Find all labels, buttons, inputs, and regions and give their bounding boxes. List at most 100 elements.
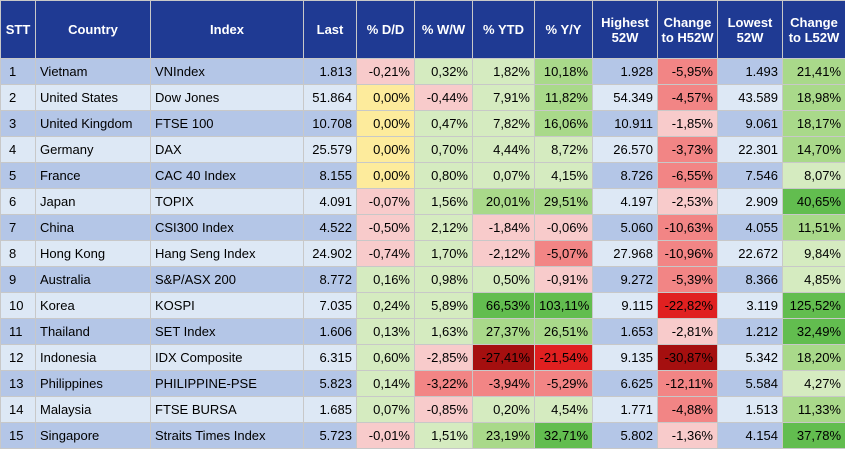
- cell-dd: 0,00%: [357, 111, 415, 137]
- cell-ww: 5,89%: [415, 293, 473, 319]
- cell-country: Indonesia: [36, 345, 151, 371]
- cell-high: 9.115: [593, 293, 658, 319]
- cell-yy: 11,82%: [535, 85, 593, 111]
- cell-ytd: -2,12%: [473, 241, 535, 267]
- cell-high: 8.726: [593, 163, 658, 189]
- cell-index: DAX: [151, 137, 304, 163]
- cell-country: Malaysia: [36, 397, 151, 423]
- cell-chl: 40,65%: [783, 189, 845, 215]
- cell-chl: 18,98%: [783, 85, 845, 111]
- cell-last: 4.091: [304, 189, 357, 215]
- cell-high: 26.570: [593, 137, 658, 163]
- cell-stt: 14: [1, 397, 36, 423]
- cell-chh: -10,63%: [658, 215, 718, 241]
- cell-country: Korea: [36, 293, 151, 319]
- cell-high: 1.771: [593, 397, 658, 423]
- cell-stt: 15: [1, 423, 36, 449]
- cell-low: 22.672: [718, 241, 783, 267]
- cell-high: 1.928: [593, 59, 658, 85]
- cell-yy: 26,51%: [535, 319, 593, 345]
- cell-low: 4.055: [718, 215, 783, 241]
- cell-last: 7.035: [304, 293, 357, 319]
- cell-ww: -0,44%: [415, 85, 473, 111]
- cell-low: 1.493: [718, 59, 783, 85]
- cell-last: 51.864: [304, 85, 357, 111]
- cell-dd: -0,07%: [357, 189, 415, 215]
- header-country: Country: [36, 1, 151, 59]
- cell-ytd: 66,53%: [473, 293, 535, 319]
- cell-dd: -0,74%: [357, 241, 415, 267]
- cell-chh: -30,87%: [658, 345, 718, 371]
- cell-yy: 4,15%: [535, 163, 593, 189]
- header-index: Index: [151, 1, 304, 59]
- cell-yy: -5,29%: [535, 371, 593, 397]
- cell-ww: 2,12%: [415, 215, 473, 241]
- header-chl: Change to L52W: [783, 1, 845, 59]
- cell-low: 3.119: [718, 293, 783, 319]
- cell-yy: 29,51%: [535, 189, 593, 215]
- cell-ww: -2,85%: [415, 345, 473, 371]
- cell-stt: 13: [1, 371, 36, 397]
- cell-index: Hang Seng Index: [151, 241, 304, 267]
- cell-dd: 0,60%: [357, 345, 415, 371]
- cell-yy: -0,91%: [535, 267, 593, 293]
- cell-low: 7.546: [718, 163, 783, 189]
- cell-low: 4.154: [718, 423, 783, 449]
- cell-yy: 8,72%: [535, 137, 593, 163]
- cell-chl: 11,51%: [783, 215, 845, 241]
- cell-last: 1.813: [304, 59, 357, 85]
- cell-ytd: 7,82%: [473, 111, 535, 137]
- cell-ww: 0,32%: [415, 59, 473, 85]
- cell-high: 5.802: [593, 423, 658, 449]
- cell-ytd: -3,94%: [473, 371, 535, 397]
- cell-high: 9.272: [593, 267, 658, 293]
- cell-index: VNIndex: [151, 59, 304, 85]
- cell-ww: 0,47%: [415, 111, 473, 137]
- cell-dd: 0,24%: [357, 293, 415, 319]
- header-low: Lowest 52W: [718, 1, 783, 59]
- cell-dd: 0,16%: [357, 267, 415, 293]
- cell-last: 8.772: [304, 267, 357, 293]
- cell-ytd: 0,50%: [473, 267, 535, 293]
- cell-stt: 8: [1, 241, 36, 267]
- cell-country: United Kingdom: [36, 111, 151, 137]
- cell-country: United States: [36, 85, 151, 111]
- cell-low: 5.584: [718, 371, 783, 397]
- cell-yy: -5,07%: [535, 241, 593, 267]
- cell-high: 1.653: [593, 319, 658, 345]
- cell-high: 6.625: [593, 371, 658, 397]
- cell-high: 54.349: [593, 85, 658, 111]
- cell-last: 5.723: [304, 423, 357, 449]
- cell-dd: -0,50%: [357, 215, 415, 241]
- cell-country: Philippines: [36, 371, 151, 397]
- cell-chh: -2,81%: [658, 319, 718, 345]
- cell-yy: 103,11%: [535, 293, 593, 319]
- cell-yy: -0,06%: [535, 215, 593, 241]
- cell-index: CSI300 Index: [151, 215, 304, 241]
- cell-chh: -6,55%: [658, 163, 718, 189]
- cell-dd: 0,00%: [357, 163, 415, 189]
- cell-low: 22.301: [718, 137, 783, 163]
- cell-chl: 4,85%: [783, 267, 845, 293]
- header-chh: Change to H52W: [658, 1, 718, 59]
- cell-yy: 4,54%: [535, 397, 593, 423]
- header-stt: STT: [1, 1, 36, 59]
- cell-high: 5.060: [593, 215, 658, 241]
- cell-chl: 4,27%: [783, 371, 845, 397]
- cell-last: 4.522: [304, 215, 357, 241]
- cell-country: Germany: [36, 137, 151, 163]
- cell-low: 5.342: [718, 345, 783, 371]
- cell-last: 6.315: [304, 345, 357, 371]
- cell-country: France: [36, 163, 151, 189]
- cell-chh: -1,85%: [658, 111, 718, 137]
- cell-stt: 7: [1, 215, 36, 241]
- cell-index: SET Index: [151, 319, 304, 345]
- cell-index: Straits Times Index: [151, 423, 304, 449]
